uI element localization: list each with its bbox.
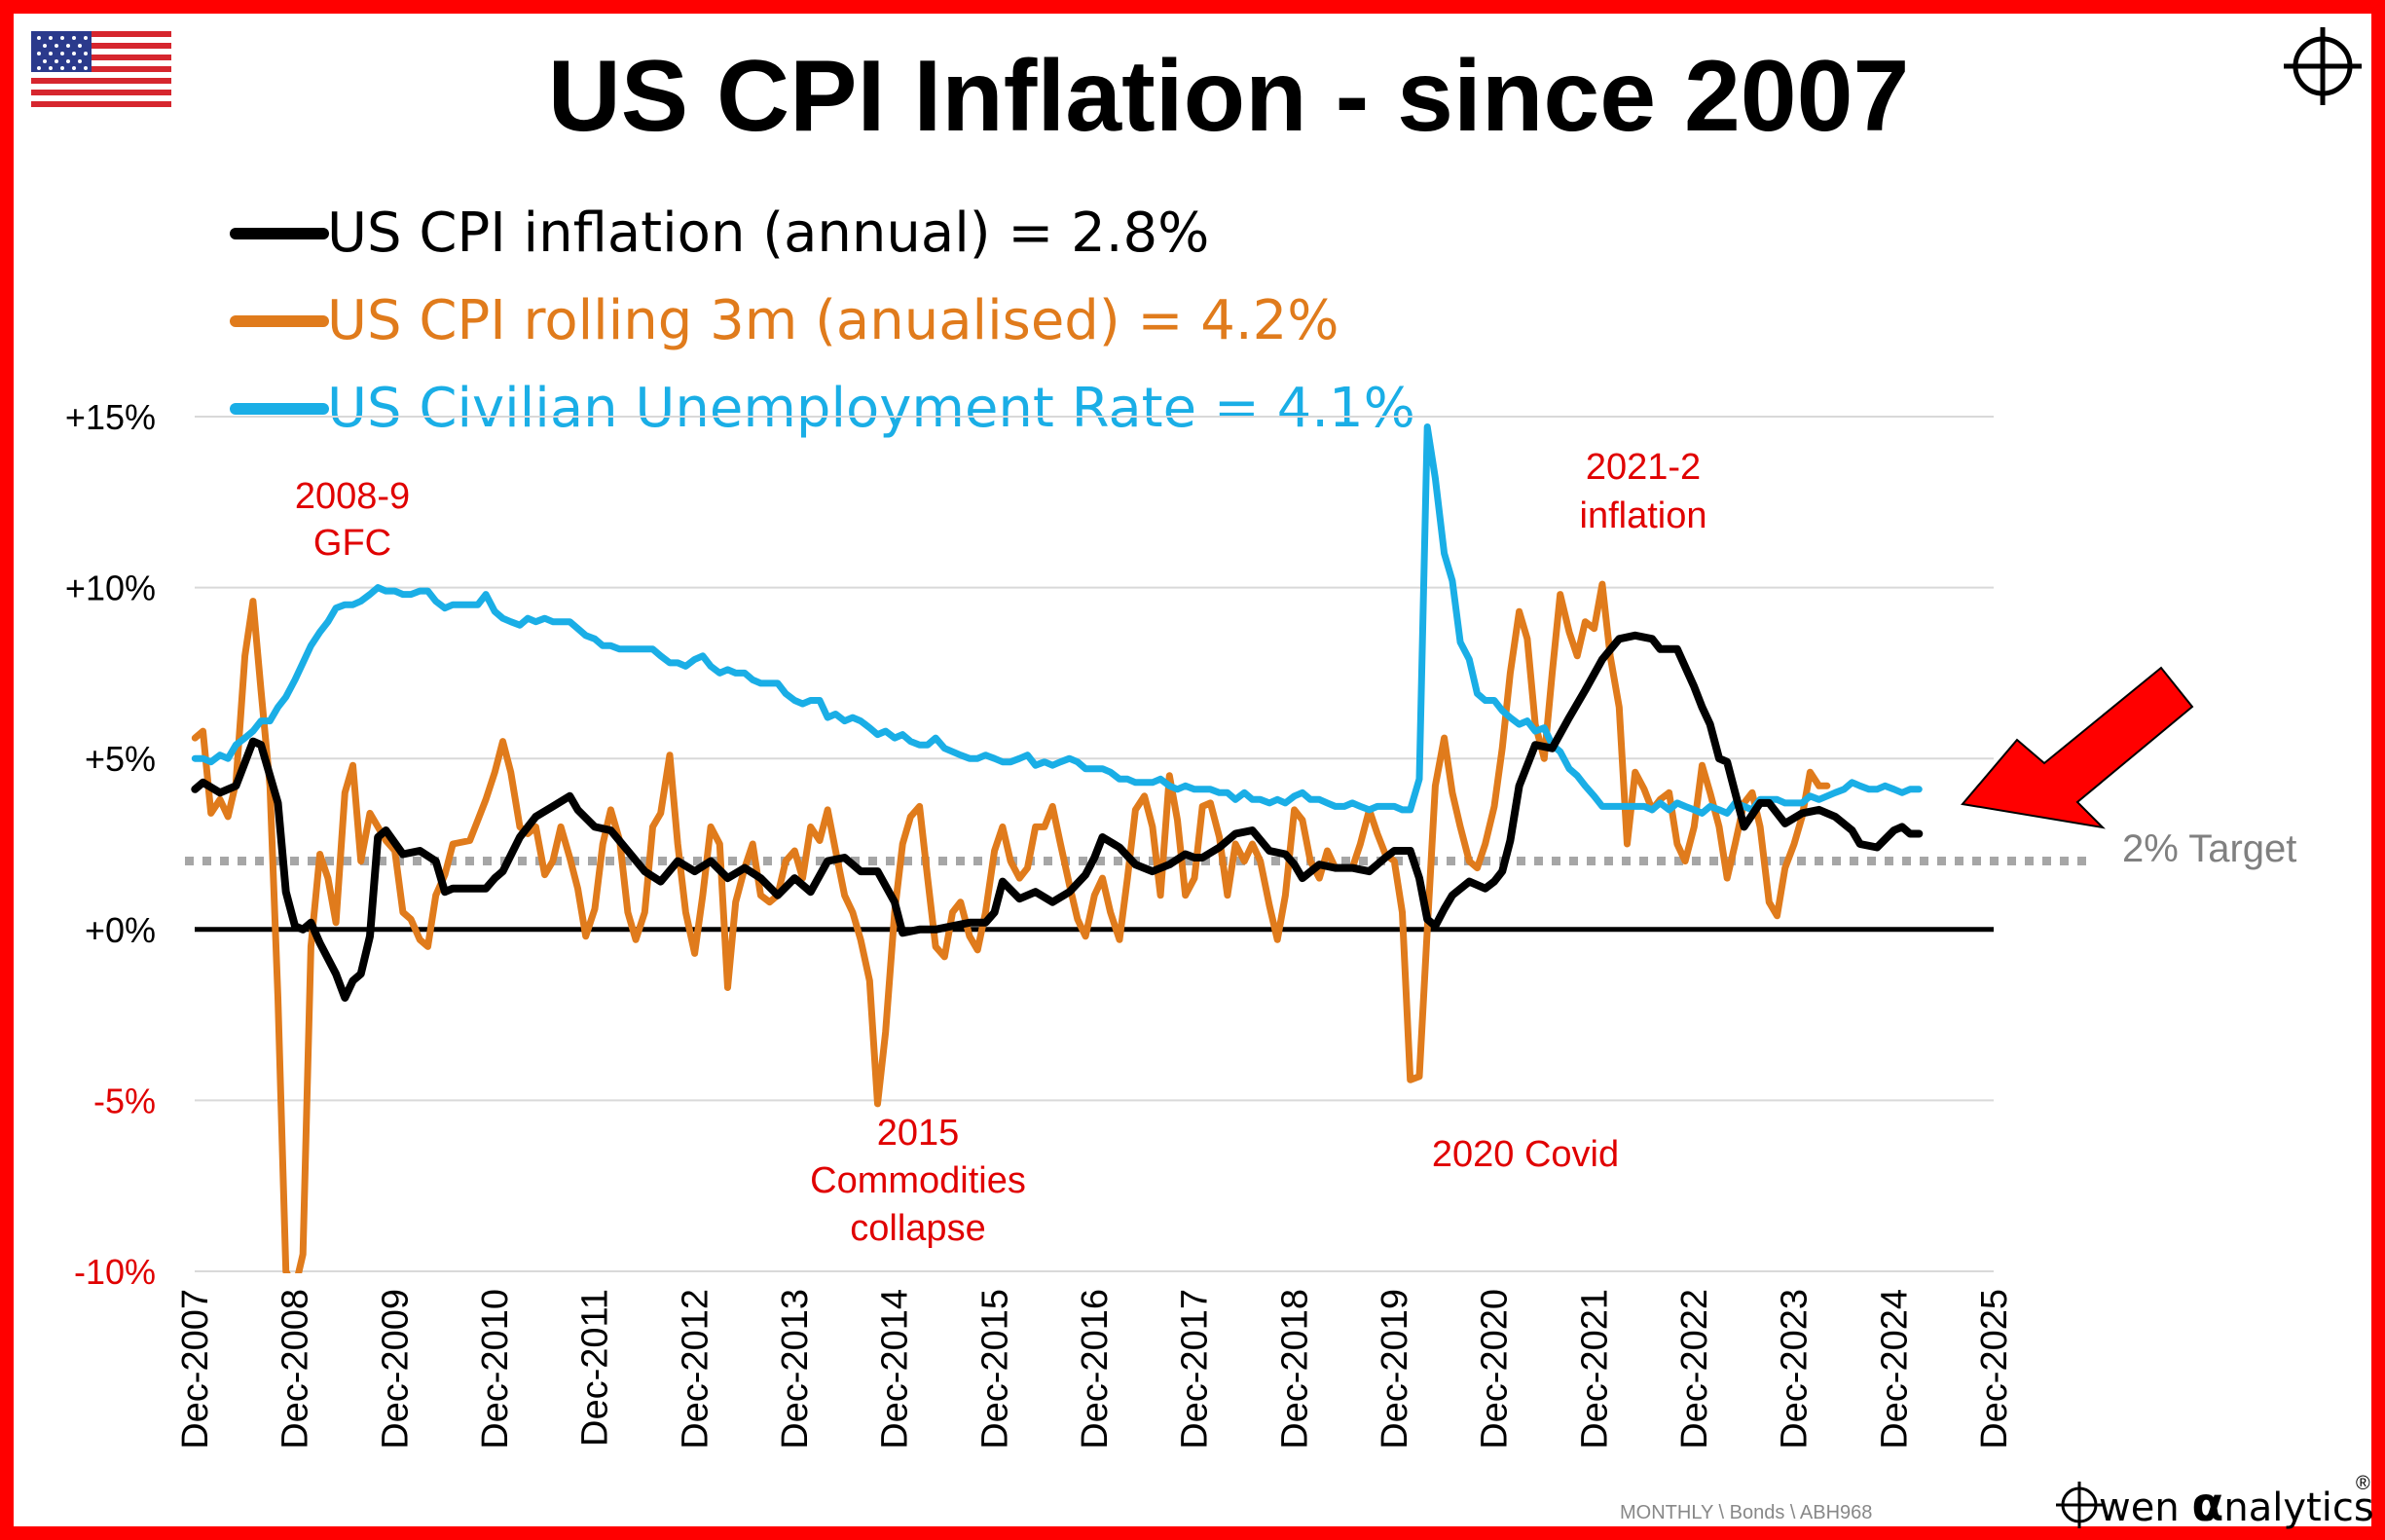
logo-crosshair-icon <box>2056 1482 2103 1528</box>
chart-title: US CPI Inflation - since 2007 <box>548 40 1910 153</box>
x-tick-label: Dec-2024 <box>1874 1289 1915 1449</box>
annotation-inflation-year: 2021-2 <box>1586 447 1701 488</box>
annotations: 2008-9 GFC 2021-2 inflation 2015 Commodi… <box>295 447 2297 1249</box>
crosshair-icon <box>2284 27 2362 105</box>
annotation-covid: 2020 Covid <box>1432 1134 1619 1175</box>
x-tick-label: Dec-2018 <box>1274 1289 1315 1449</box>
legend-label-cpi-annual: US CPI inflation (annual) = 2.8% <box>327 202 1209 265</box>
legend-label-unemployment: US Civilian Unemployment Rate = 4.1% <box>327 377 1415 440</box>
y-tick-label: +10% <box>65 568 156 608</box>
annotation-commodities-label2: collapse <box>850 1208 985 1249</box>
logo-text: wen αnalytics <box>2099 1478 2374 1532</box>
series-line-cpi-3m <box>191 580 1831 1273</box>
logo-text-alpha: α <box>2191 1478 2223 1532</box>
footer-source: MONTHLY \ Bonds \ ABH968 <box>1620 1502 1872 1523</box>
gridlines <box>195 416 1994 1272</box>
x-tick-label: Dec-2023 <box>1775 1289 1816 1449</box>
y-tick-label: -5% <box>93 1081 156 1120</box>
x-tick-label: Dec-2016 <box>1075 1289 1116 1449</box>
annotation-gfc-label: GFC <box>313 523 391 564</box>
x-tick-label: Dec-2021 <box>1574 1289 1615 1449</box>
x-tick-label: Dec-2017 <box>1175 1289 1216 1449</box>
x-tick-label: Dec-2008 <box>275 1289 316 1449</box>
annotation-commodities-label: Commodities <box>810 1160 1026 1201</box>
y-tick-label: +5% <box>85 739 156 779</box>
logo-registered-mark: ® <box>2356 1473 2370 1494</box>
y-axis-ticks: +15% +10% +5% +0% -5% -10% <box>65 397 156 1292</box>
owen-analytics-logo: wen αnalytics ® <box>2056 1473 2374 1532</box>
series-lines <box>191 423 1924 1273</box>
series-line-unemployment <box>191 423 1923 817</box>
us-flag-icon <box>31 31 171 107</box>
x-tick-label: Dec-2020 <box>1475 1289 1516 1449</box>
logo-text-post: nalytics <box>2223 1485 2373 1530</box>
x-tick-label: Dec-2014 <box>875 1289 916 1449</box>
x-tick-label: Dec-2025 <box>1974 1289 2015 1449</box>
y-tick-label: +15% <box>65 397 156 437</box>
logo-text-pre: wen <box>2099 1485 2191 1530</box>
x-tick-label: Dec-2010 <box>475 1289 516 1449</box>
x-tick-label: Dec-2022 <box>1674 1289 1715 1449</box>
x-tick-label: Dec-2012 <box>675 1289 716 1449</box>
y-tick-label: +0% <box>85 910 156 950</box>
reference-lines <box>185 857 2093 933</box>
x-tick-label: Dec-2019 <box>1375 1289 1415 1449</box>
legend-label-cpi-3m: US CPI rolling 3m (anualised) = 4.2% <box>327 289 1339 352</box>
x-tick-label: Dec-2009 <box>375 1289 416 1449</box>
x-axis-ticks: Dec-2007 Dec-2008 Dec-2009 Dec-2010 Dec-2011… <box>175 1289 2015 1449</box>
series-line-cpi-annual <box>191 631 1924 1002</box>
annotation-gfc-year: 2008-9 <box>295 476 410 517</box>
legend: US CPI inflation (annual) = 2.8% US CPI … <box>230 202 1415 440</box>
x-tick-label: Dec-2007 <box>175 1289 216 1449</box>
red-arrow-icon <box>1961 666 2194 829</box>
x-tick-label: Dec-2011 <box>575 1289 616 1447</box>
x-tick-label: Dec-2013 <box>775 1289 816 1449</box>
y-tick-label: -10% <box>74 1252 156 1292</box>
annotation-commodities-year: 2015 <box>877 1113 960 1154</box>
x-tick-label: Dec-2015 <box>974 1289 1015 1449</box>
target-label: 2% Target <box>2122 827 2296 870</box>
annotation-inflation-label: inflation <box>1580 495 1707 536</box>
